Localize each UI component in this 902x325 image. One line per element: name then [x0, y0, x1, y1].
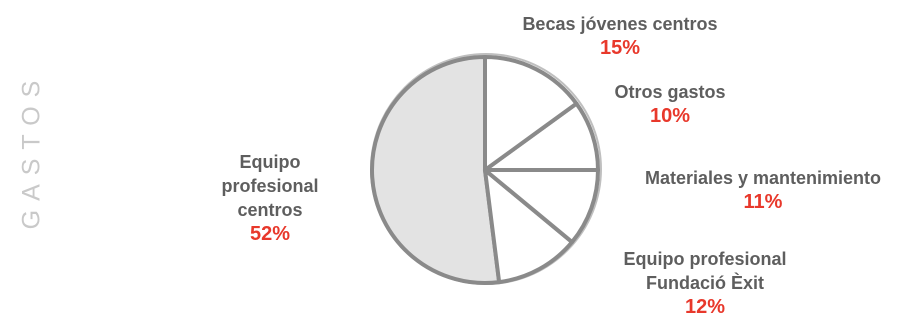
slice-name: Equipo profesional	[623, 249, 787, 269]
slice-percent: 11%	[743, 191, 783, 213]
slice-percent: 12%	[684, 296, 726, 318]
slice-label-becas: Becas jóvenes centros 15%	[495, 12, 745, 60]
slice-percent: 15%	[599, 37, 641, 59]
slice-name: Otros gastos	[614, 82, 726, 102]
pie-slice-1	[483, 168, 575, 285]
slice-label-otros-gastos: Otros gastos 10%	[600, 80, 740, 128]
slice-percent: 10%	[649, 105, 691, 127]
slice-name: centros	[237, 200, 303, 220]
slice-name: Materiales y mantenimiento	[644, 168, 882, 188]
slice-name: Fundació Èxit	[645, 273, 764, 293]
pie-outline-sketch	[370, 53, 602, 285]
slice-name: Equipo	[239, 152, 301, 172]
slice-label-equipo-profesional-centros: Equipo profesional centros 52%	[210, 150, 330, 246]
pie-slice-4	[483, 55, 579, 172]
slice-name: Becas jóvenes centros	[522, 14, 718, 34]
slice-label-equipo-profesional-fundacio: Equipo profesional Fundació Èxit 12%	[605, 247, 805, 319]
slice-label-materiales: Materiales y mantenimiento 11%	[632, 166, 894, 214]
slice-name: profesional	[221, 176, 319, 196]
pie-slice-equipo-profesional-centros	[370, 55, 502, 285]
slice-percent: 52%	[249, 223, 291, 245]
